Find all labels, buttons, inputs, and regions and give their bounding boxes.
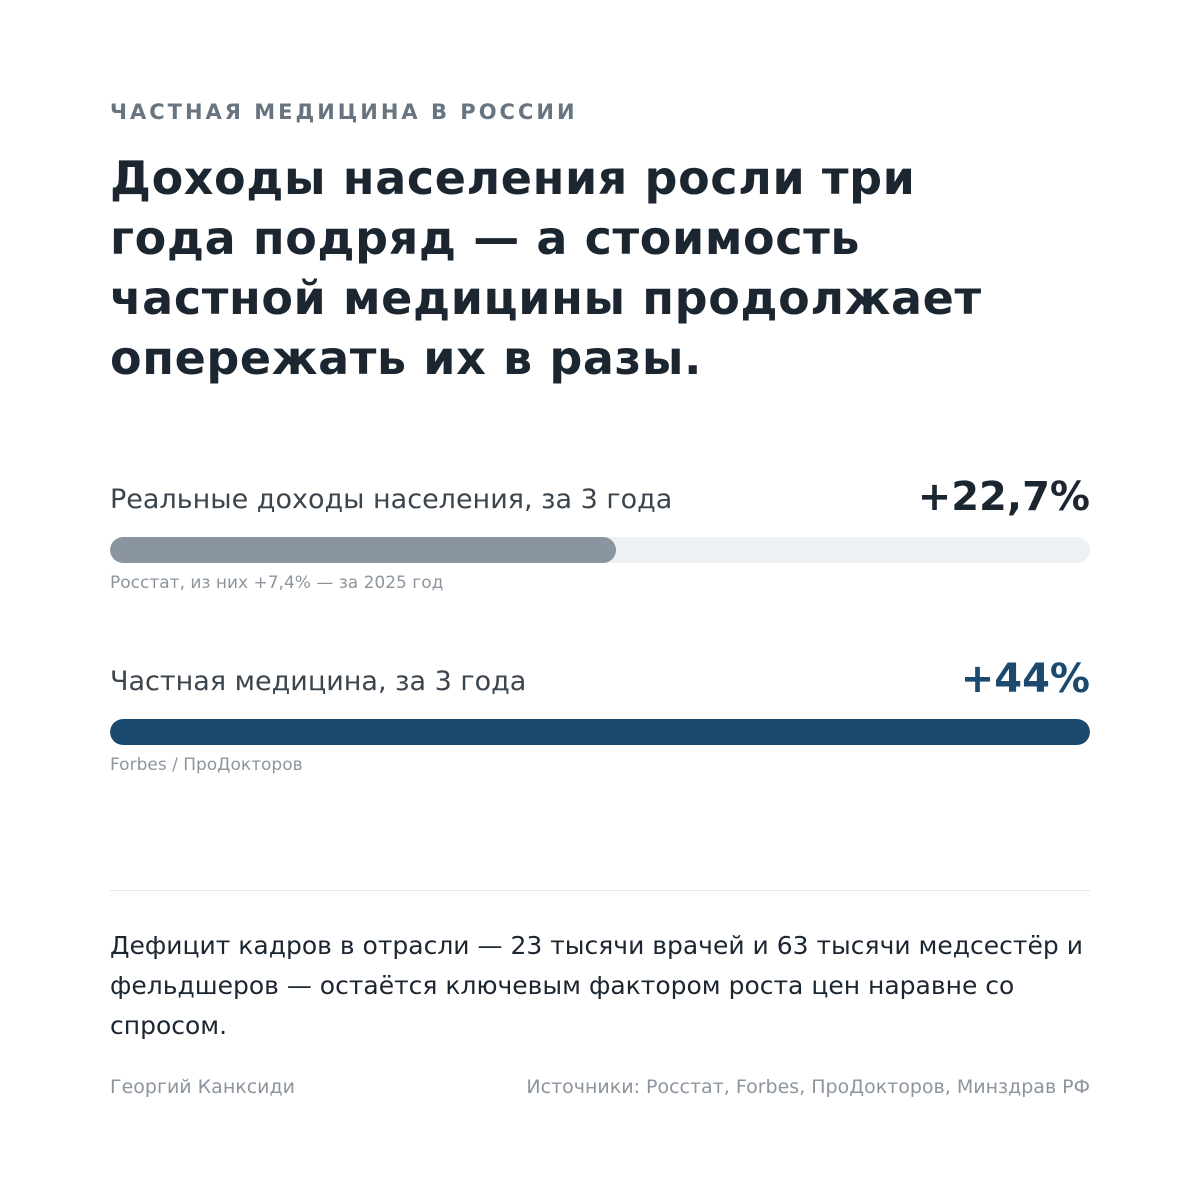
bar-source-medicine: Forbes / ПроДокторов <box>110 755 303 775</box>
bar-label-income: Реальные доходы населения, за 3 года <box>110 484 673 515</box>
context-note: Дефицит кадров в отрасли — 23 тысячи вра… <box>110 931 1083 1040</box>
bar-fill-medicine <box>110 719 1090 745</box>
eyebrow-label: ЧАСТНАЯ МЕДИЦИНА В РОССИИ <box>110 100 578 124</box>
bar-fill-income <box>110 537 616 563</box>
bar-label-medicine: Частная медицина, за 3 года <box>110 666 527 697</box>
sources-credit: Источники: Росстат, Forbes, ПроДокторов,… <box>526 1076 1090 1098</box>
divider <box>110 890 1090 891</box>
bar-source-income: Росстат, из них +7,4% — за 2025 год <box>110 573 444 593</box>
bar-track-income <box>110 537 1090 563</box>
bar-track-medicine <box>110 719 1090 745</box>
bar-value-medicine: +44% <box>960 656 1090 702</box>
bar-value-income: +22,7% <box>917 474 1090 520</box>
author-credit: Георгий Канксиди <box>110 1076 295 1098</box>
headline: Доходы населения росли три года подряд —… <box>110 151 982 385</box>
infographic-card: ЧАСТНАЯ МЕДИЦИНА В РОССИИ Доходы населен… <box>110 0 1090 1200</box>
